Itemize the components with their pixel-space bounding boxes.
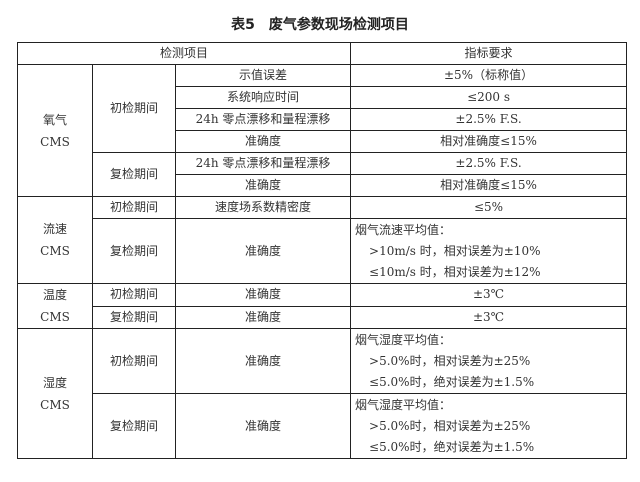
table-row: 氧气 CMS 初检期间 示值误差 ±5%（标称值） — [17, 64, 628, 197]
requirement: 相对准确度≤15% — [350, 174, 628, 197]
item: 24h 零点漂移和量程漂移 — [174, 108, 352, 131]
item: 系统响应时间 — [174, 86, 352, 109]
category-oxygen: 氧气 CMS — [17, 64, 93, 197]
category-flow: 流速 CMS — [17, 196, 93, 284]
table-row: 复检期间 准确度 ±3℃ — [18, 305, 628, 329]
item: 准确度 — [174, 328, 352, 394]
requirement: 相对准确度≤15% — [350, 130, 628, 153]
period: 复检期间 — [92, 218, 176, 284]
inspection-table: 检测项目 指标要求 氧气 CMS 初检期间 示值误差 ±5%（标称值） 系统响应时… — [16, 42, 628, 459]
table-row: 温度 CMS 初检期间 准确度 ±3℃ — [17, 283, 628, 329]
item: 准确度 — [174, 393, 352, 459]
item: 示值误差 — [174, 64, 352, 87]
table-row: 复检期间 准确度 烟气湿度平均值： >5.0%时，相对误差为±25% ≤5.0%时，… — [18, 393, 628, 459]
requirement: ±3℃ — [350, 283, 628, 307]
period: 初检期间 — [92, 283, 176, 307]
period: 复检期间 — [92, 393, 176, 459]
requirement: ±5%（标称值） — [350, 64, 628, 87]
requirement: 烟气湿度平均值： >5.0%时，相对误差为±25% ≤5.0%时，绝对误差为±1.5… — [350, 328, 628, 394]
item: 准确度 — [174, 218, 352, 284]
header-requirement: 指标要求 — [350, 42, 628, 65]
period: 复检期间 — [92, 305, 176, 329]
item: 准确度 — [174, 130, 352, 153]
period: 初检期间 — [92, 328, 176, 394]
table-row: 流速 CMS 初检期间 速度场系数精密度 ≤5% — [17, 196, 628, 284]
header-row: 检测项目 指标要求 — [16, 42, 628, 65]
requirement: 烟气湿度平均值： >5.0%时，相对误差为±25% ≤5.0%时，绝对误差为±1.5… — [350, 393, 628, 459]
table-title: 表5 废气参数现场检测项目 — [231, 17, 409, 33]
table-row: 准确度 相对准确度≤15% — [18, 130, 628, 153]
item: 24h 零点漂移和量程漂移 — [174, 152, 352, 175]
item: 速度场系数精密度 — [174, 196, 352, 219]
requirement: ≤200 s — [350, 86, 628, 109]
requirement: ±2.5% F.S. — [350, 152, 628, 175]
header-item: 检测项目 — [16, 42, 352, 65]
item: 准确度 — [174, 174, 352, 197]
table-row: 湿度 CMS 初检期间 准确度 烟气湿度平均值： >5.0%时，相对误差为±25% ≤… — [17, 328, 628, 459]
category-temperature: 温度 CMS — [17, 283, 93, 329]
requirement: ±2.5% F.S. — [350, 108, 628, 131]
table-row: 复检期间 24h 零点漂移和量程漂移 ±2.5% F.S. — [18, 152, 628, 197]
table-row: 复检期间 准确度 烟气流速平均值： >10m/s 时，相对误差为±10% ≤10m/… — [18, 218, 628, 284]
period: 复检期间 — [92, 152, 176, 197]
category-humidity: 湿度 CMS — [17, 328, 93, 459]
requirement: 烟气流速平均值： >10m/s 时，相对误差为±10% ≤10m/s 时，相对误差为… — [350, 218, 628, 284]
period: 初检期间 — [92, 64, 176, 153]
item: 准确度 — [174, 283, 352, 307]
requirement: ±3℃ — [350, 305, 628, 329]
period: 初检期间 — [92, 196, 176, 219]
requirement: ≤5% — [350, 196, 628, 219]
item: 准确度 — [174, 305, 352, 329]
